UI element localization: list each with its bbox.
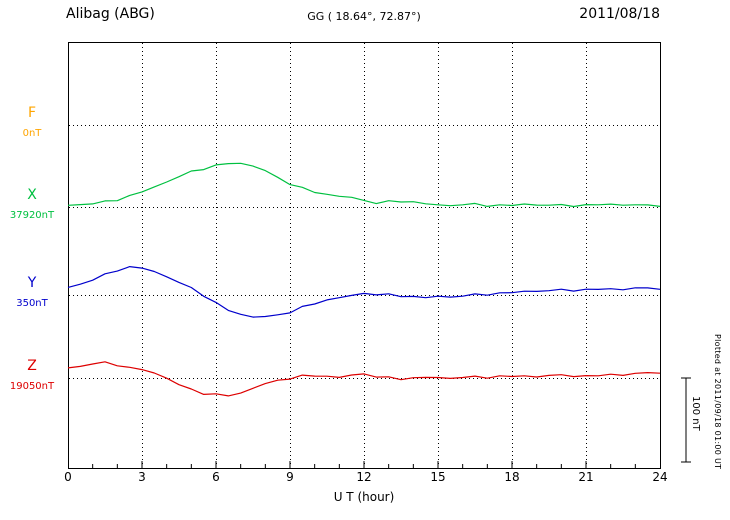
x-tick-0: 0 — [64, 470, 72, 484]
channel-label-x: X — [27, 187, 37, 203]
x-tick-21: 21 — [578, 470, 594, 484]
channel-baseline-f: 0nT — [22, 128, 42, 139]
x-axis-label: U T (hour) — [333, 490, 395, 504]
x-tick-9: 9 — [286, 470, 294, 484]
channel-baseline-y: 350nT — [16, 298, 48, 309]
plotted-at-footnote: Plotted at 2011/09/18 01:00 UT — [713, 334, 722, 470]
trace-y — [67, 266, 661, 318]
x-tick-15: 15 — [430, 470, 446, 484]
x-tick-6: 6 — [212, 470, 220, 484]
x-tick-3: 3 — [138, 470, 146, 484]
channel-baseline-x: 37920nT — [9, 210, 55, 221]
scale-bar-label: 100 nT — [690, 396, 701, 431]
x-tick-18: 18 — [504, 470, 520, 484]
plot-frame — [68, 42, 661, 469]
x-tick-12: 12 — [356, 470, 372, 484]
channel-label-z: Z — [27, 358, 37, 374]
x-tick-24: 24 — [652, 470, 668, 484]
trace-x — [67, 162, 661, 208]
plot-date: 2011/08/18 — [579, 6, 660, 22]
channel-label-y: Y — [27, 275, 37, 291]
geographic-coordinates: GG ( 18.64°, 72.87°) — [307, 10, 421, 23]
channel-baseline-z: 19050nT — [9, 381, 55, 392]
channel-label-f: F — [27, 105, 37, 121]
trace-z — [67, 361, 661, 397]
station-name: Alibag (ABG) — [66, 6, 155, 22]
